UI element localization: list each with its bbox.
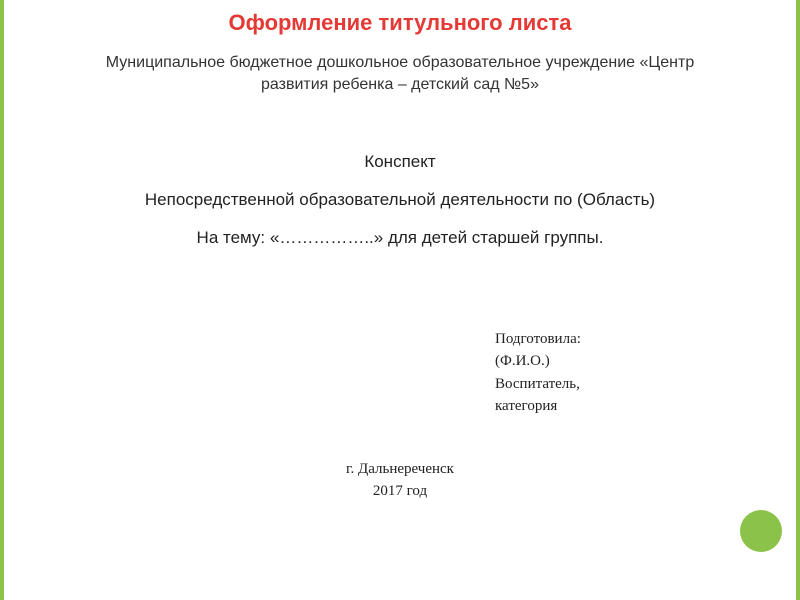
main-title: Оформление титульного листа [40, 10, 760, 36]
institution-name: Муниципальное бюджетное дошкольное образ… [40, 52, 760, 97]
document-content: Оформление титульного листа Муниципально… [0, 0, 800, 503]
footer-year: 2017 год [40, 480, 760, 503]
author-name: (Ф.И.О.) [495, 350, 760, 373]
document-description: Непосредственной образовательной деятель… [40, 190, 760, 210]
document-subtitle: Конспект [40, 152, 760, 172]
document-topic: На тему: «……………..» для детей старшей гру… [40, 228, 760, 248]
right-border-decoration [796, 0, 800, 600]
author-block: Подготовила: (Ф.И.О.) Воспитатель, катег… [495, 328, 760, 418]
circle-decoration [740, 510, 782, 552]
footer-block: г. Дальнереченск 2017 год [40, 458, 760, 503]
author-category: категория [495, 395, 760, 418]
author-role: Воспитатель, [495, 373, 760, 396]
left-border-decoration [0, 0, 4, 600]
prepared-label: Подготовила: [495, 328, 760, 351]
institution-line2: развития ребенка – детский сад №5» [261, 76, 539, 93]
footer-city: г. Дальнереченск [40, 458, 760, 481]
institution-line1: Муниципальное бюджетное дошкольное образ… [106, 54, 694, 71]
